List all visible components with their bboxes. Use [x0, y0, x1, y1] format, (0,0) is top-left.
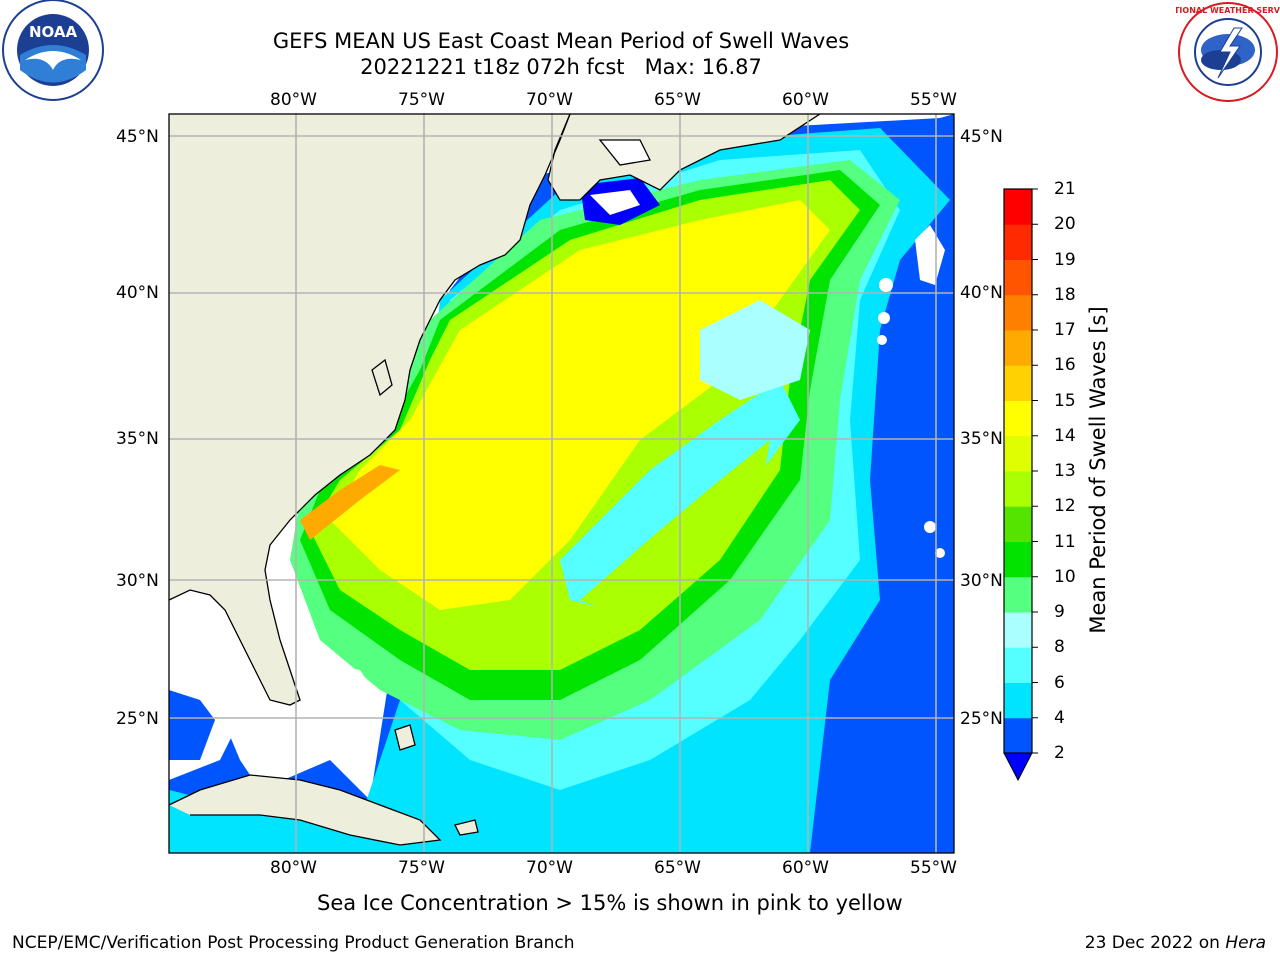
lon-label-bottom-80w: 80°W — [270, 858, 317, 878]
footer-date: 23 Dec 2022 on Hera — [1085, 933, 1266, 953]
colorbar-tick-label: 18 — [1054, 284, 1076, 305]
noaa-logo: NOAA — [2, 0, 104, 101]
lon-label-top-65w: 65°W — [654, 90, 701, 110]
lat-label-right-30n: 30°N — [960, 571, 1003, 591]
colorbar-segment — [1004, 717, 1032, 754]
lon-label-top-80w: 80°W — [270, 90, 317, 110]
map-frame — [168, 113, 955, 854]
lon-label-top-70w: 70°W — [526, 90, 573, 110]
colorbar-tick-label: 10 — [1054, 566, 1076, 587]
colorbar-segment — [1004, 612, 1032, 648]
colorbar-tick-labels: 21 20 19 18 17 16 15 14 13 12 11 10 9 8 6 4 2 — [1040, 179, 1100, 790]
nws-logo-text: NATIONAL WEATHER SERVICE — [1176, 6, 1280, 15]
lat-label-left-30n: 30°N — [116, 571, 159, 591]
colorbar-tick-label: 13 — [1054, 461, 1076, 481]
colorbar-tick-label: 16 — [1054, 355, 1076, 376]
colorbar-tick-label: 12 — [1054, 496, 1076, 517]
lon-label-bottom-70w: 70°W — [526, 858, 573, 878]
lat-label-right-35n: 35°N — [960, 429, 1003, 449]
nws-logo: NATIONAL WEATHER SERVICE — [1176, 2, 1280, 102]
footer-date-text: 23 Dec 2022 on — [1084, 933, 1226, 953]
colorbar-tick-label: 2 — [1054, 743, 1065, 763]
map-title: GEFS MEAN US East Coast Mean Period of S… — [272, 29, 850, 53]
coastlines — [169, 114, 821, 846]
colorbar-tick-label: 19 — [1054, 249, 1076, 270]
colorbar — [1003, 188, 1038, 782]
colorbar-tick-label: 11 — [1054, 531, 1076, 552]
lat-label-left-35n: 35°N — [116, 429, 159, 449]
colorbar-tick-label: 15 — [1054, 390, 1076, 411]
colorbar-segment — [1004, 576, 1032, 613]
colorbar-segment — [1004, 365, 1032, 401]
lon-label-bottom-65w: 65°W — [654, 858, 701, 878]
lon-label-top-60w: 60°W — [782, 90, 829, 110]
map-subtitle: 20221221 t18z 072h fcst Max: 16.87 — [360, 55, 762, 79]
colorbar-tick-label: 8 — [1054, 637, 1065, 658]
colorbar-tick-label: 9 — [1054, 602, 1065, 622]
colorbar-tick-label: 21 — [1054, 179, 1076, 199]
colorbar-segment — [1004, 682, 1032, 719]
lat-label-left-45n: 45°N — [116, 127, 159, 147]
lat-label-left-40n: 40°N — [116, 283, 159, 303]
graticule — [169, 114, 954, 853]
colorbar-segment — [1004, 647, 1032, 683]
footer-host: Hera — [1225, 933, 1266, 953]
colorbar-tick-label: 20 — [1054, 214, 1076, 235]
noaa-logo-text: NOAA — [29, 23, 78, 41]
lat-label-left-25n: 25°N — [116, 709, 159, 729]
lat-label-right-45n: 45°N — [960, 127, 1003, 147]
colorbar-tick-label: 6 — [1054, 672, 1065, 693]
swell-period-field — [169, 114, 954, 853]
colorbar-segment — [1004, 541, 1032, 578]
colorbar-segment — [1004, 259, 1032, 296]
lat-label-right-40n: 40°N — [960, 283, 1003, 303]
colorbar-segment — [1004, 400, 1032, 437]
lon-label-bottom-60w: 60°W — [782, 858, 829, 878]
colorbar-segment — [1004, 506, 1032, 542]
colorbar-tick-label: 4 — [1054, 707, 1065, 728]
sea-ice-caption: Sea Ice Concentration > 15% is shown in … — [317, 891, 903, 915]
colorbar-tick-label: 14 — [1054, 425, 1076, 446]
colorbar-label: Mean Period of Swell Waves [s] — [1086, 306, 1110, 634]
colorbar-segment — [1004, 330, 1032, 366]
colorbar-segment — [1004, 294, 1032, 331]
lat-label-right-25n: 25°N — [960, 709, 1003, 729]
lon-label-top-75w: 75°W — [398, 90, 445, 110]
colorbar-segment — [1004, 189, 1032, 225]
footer-credit: NCEP/EMC/Verification Post Processing Pr… — [12, 933, 575, 953]
colorbar-segment — [1004, 435, 1032, 472]
colorbar-tick-label: 17 — [1054, 320, 1076, 340]
colorbar-segment — [1004, 224, 1032, 260]
colorbar-segment — [1004, 471, 1032, 507]
lon-label-bottom-55w: 55°W — [910, 858, 957, 878]
lon-label-bottom-75w: 75°W — [398, 858, 445, 878]
colorbar-extend-arrow — [1003, 752, 1033, 782]
lon-label-top-55w: 55°W — [910, 90, 957, 110]
